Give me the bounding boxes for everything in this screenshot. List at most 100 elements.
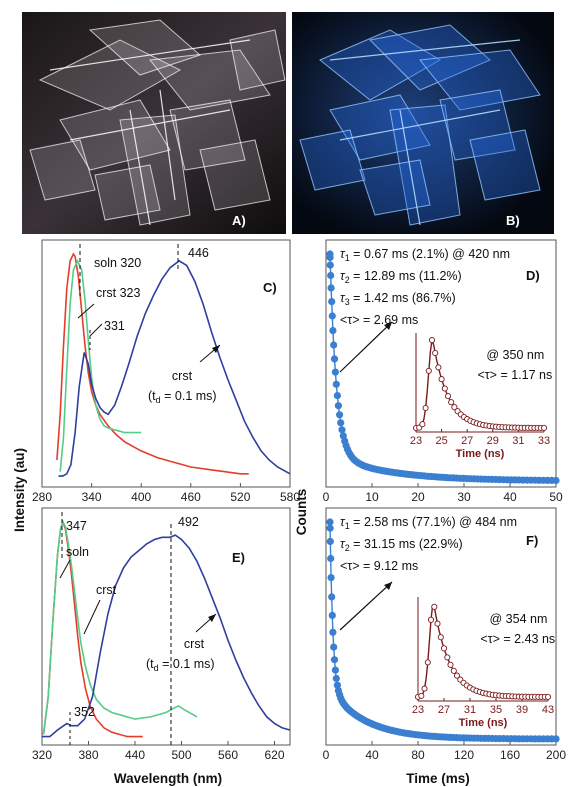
panel-c-annot-td: (td = 0.1 ms) [148,389,217,405]
photo-a: A) [22,12,286,234]
panel-f-decay-point [330,656,339,664]
panel-d-tau-symbol: τ [340,291,346,305]
panel-f-inset-tick-label: 43 [542,704,554,716]
panel-d-tau-line: τ3 = 1.42 ms (86.7%) [340,291,456,307]
panel-f-decay: 0 40 80 120 160 200 F) τ1 = 2.58 ms (77.1%) @… [323,507,566,762]
panel-f-inset-x-label: Time (ns) [459,717,508,729]
panel-f-decay-point [552,735,560,743]
panel-e-annot-td: (td = 0.1 ms) [146,657,215,673]
panel-d-tau-sub: 1 [345,253,350,263]
panel-d-tau-sub: 2 [345,275,350,285]
panel-f-inset-point [421,685,428,692]
panel-d-x-tick-label: 10 [365,490,379,504]
panel-d-tau-mean: <τ> = 2.69 ms [340,313,418,327]
photo-label-a: A) [232,213,246,228]
panel-c-annot-crst: crst 323 [96,286,141,300]
panel-f-decay-point [333,681,341,689]
panel-d-tau-sub: 3 [345,297,350,307]
panel-f-inset-point [427,616,435,623]
panel-e-x-tick-label: 560 [218,748,238,762]
panel-d-inset-point [428,337,436,344]
right-x-axis-title: Time (ms) [406,771,470,786]
right-y-axis-title: Counts [294,489,309,536]
panel-e-annot-352: 352 [74,705,95,719]
panel-d-decay-point [328,298,336,306]
panel-e-x-tick-label: 620 [264,748,284,762]
panel-d-x-tick-label: 0 [323,490,330,504]
panel-e-arrowhead [208,614,216,622]
panel-d-tau-value: = 12.89 ms (11.2%) [350,269,462,283]
panel-d-inset-x-label: Time (ns) [456,448,505,460]
panel-d-tau-line: <τ> = 2.69 ms [340,313,418,327]
panel-d-decay-point [330,355,339,363]
panel-c-x-ticks: 280 340 400 460 520 580 [32,483,300,504]
panel-f-decay-point [326,518,334,526]
panel-f-tau-symbol: τ [340,537,346,551]
panel-d-x-tick-label: 40 [503,490,517,504]
panel-f-inset-point [434,620,441,627]
panel-f-inset-tick-label: 23 [412,704,424,716]
panel-f-arrowhead [384,582,392,590]
panel-c-annot-446: 446 [188,246,209,260]
panel-f-tau-value: = 2.58 ms (77.1%) @ 484 nm [350,515,517,529]
panel-c-arrow-crst [77,303,95,319]
panel-d-decay-point [332,380,340,388]
panel-d-label: D) [526,268,540,283]
panel-e-x-ticks: 320 380 440 500 560 620 [32,741,285,762]
panel-d-inset-tick-label: 25 [435,435,447,447]
left-y-axis-title: Intensity (au) [12,448,27,532]
panel-f-inset-point [450,667,457,674]
panel-f-inset-point [544,693,552,700]
panel-d-decay-point [327,284,335,292]
panel-e-annot-crst: crst [96,583,117,597]
panel-f-decay-point [328,611,336,620]
panel-d-decay-point [333,392,341,400]
panel-d-inset-tick-label: 23 [410,435,422,447]
panel-e-arrow-crst [83,599,101,635]
panel-e-td-sub: d [154,663,159,673]
panel-d-inset-point [432,349,439,357]
panel-d-tau-line: τ2 = 12.89 ms (11.2%) [340,269,462,285]
panel-c-x-tick-label: 400 [131,490,151,504]
panel-d-decay-point [326,253,334,262]
panel-c-x-tick-label: 580 [280,490,300,504]
panel-d-decay-point [334,402,342,410]
panel-f-x-tick-label: 40 [365,748,379,762]
panel-f-decay-point [329,628,337,636]
panel-f-label: F) [526,533,538,548]
panel-e-x-tick-label: 440 [125,748,145,762]
panel-d-inset-point [419,421,426,428]
panel-c-spectra: 280 340 400 460 520 580 C) soln 320 crst 323 … [32,239,300,504]
panel-f-x-tick-label: 120 [454,748,474,762]
panel-c-x-tick-label: 520 [230,490,250,504]
panel-f-inset-tick-label: 27 [438,704,450,716]
panel-c-series-line-2 [58,259,291,477]
panel-e-annot-347: 347 [66,519,87,533]
panel-e-x-tick-label: 320 [32,748,52,762]
panel-f-decay-point [328,593,336,601]
panel-d-inset-point [540,424,548,431]
panel-d-inset-tick-label: 31 [512,435,524,447]
panel-f-inset-point [440,645,448,652]
panel-c-label: C) [263,280,277,295]
panel-c-x-tick-label: 280 [32,490,52,504]
panel-d-inset-tick-label: 29 [487,435,499,447]
panel-d-tau-value: = 1.42 ms (86.7%) [350,291,456,305]
panel-d-decay-point [330,341,338,349]
photo-b: B) [292,12,554,234]
panel-e-x-tick-label: 500 [171,748,191,762]
panel-e-series-line-1 [42,520,198,735]
panel-c-td-sub: d [156,395,161,405]
panel-e-annot-492: 492 [178,515,199,529]
panel-c-x-tick-label: 340 [82,490,102,504]
panel-f-tau-sub: 2 [345,543,350,553]
photo-label-b: B) [506,213,520,228]
panel-d-inset-point [444,393,452,400]
panel-f-x-tick-label: 200 [546,748,566,762]
panel-d-decay-point [327,271,335,280]
panel-f-inset-tick-label: 31 [464,704,476,716]
panel-f-inset-point [444,654,451,661]
panel-d-decay: 0 10 20 30 40 50 D) τ1 = 0.67 ms (2.1%) @ 420… [323,239,563,504]
panel-f-inset-tick-label: 39 [516,704,528,716]
panel-f-tau-line: τ1 = 2.58 ms (77.1%) @ 484 nm [340,515,517,531]
